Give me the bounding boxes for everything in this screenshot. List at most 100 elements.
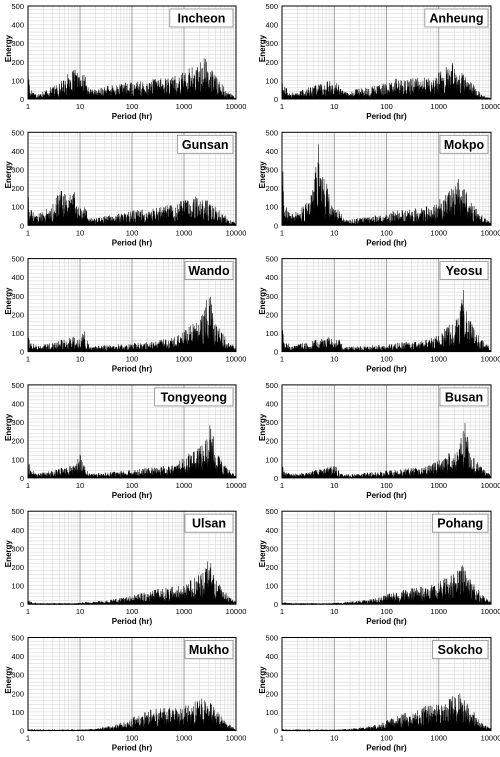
- panel-wando: 0 100 200 300 400 500 1 10 100 1000 10000 Period (h…: [4, 255, 246, 374]
- x-tick-label: 10: [330, 481, 338, 490]
- x-tick-label: 1: [280, 102, 284, 111]
- y-tick-label: 200: [11, 689, 24, 698]
- y-tick-label: 0: [20, 600, 24, 609]
- x-axis-title: Period (hr): [366, 617, 407, 626]
- y-tick-label: 0: [274, 474, 278, 483]
- y-tick-label: 400: [11, 652, 24, 661]
- plot-frame: [281, 131, 492, 226]
- y-tick-label: 400: [11, 147, 24, 156]
- x-tick-label: 10: [76, 481, 84, 490]
- x-tick-label: 1: [26, 607, 30, 616]
- station-title: Tongyeong: [161, 390, 227, 404]
- y-tick-label: 300: [11, 671, 24, 680]
- x-tick-label: 10: [330, 355, 338, 364]
- y-tick-label: 0: [20, 474, 24, 483]
- station-title: Pohang: [437, 517, 483, 531]
- y-axis-title: Energy: [258, 34, 267, 62]
- station-title-box: [424, 8, 489, 28]
- station-title: Mukho: [189, 643, 230, 657]
- panel-tongyeong: 0 100 200 300 400 500 1 10 100 1000 10000 Period (h…: [4, 381, 246, 500]
- x-tick-label: 100: [380, 228, 393, 237]
- y-tick-label: 500: [11, 128, 24, 137]
- y-tick-label: 100: [265, 329, 278, 338]
- panel-mukho: 0 100 200 300 400 500 1 10 100 1000 10000 Period (h…: [4, 634, 246, 753]
- y-axis-title: Energy: [4, 34, 13, 62]
- y-tick-label: 100: [11, 76, 24, 85]
- y-tick-label: 300: [265, 39, 278, 48]
- y-tick-label: 500: [11, 255, 24, 264]
- y-tick-label: 200: [11, 58, 24, 67]
- y-tick-label: 500: [265, 381, 278, 390]
- x-tick-label: 1: [26, 228, 30, 237]
- x-tick-label: 10000: [481, 102, 500, 111]
- panel-sokcho: 0 100 200 300 400 500 1 10 100 1000 10000 Period (h…: [258, 634, 500, 753]
- x-tick-label: 10: [330, 228, 338, 237]
- station-title-box: [184, 640, 234, 659]
- y-tick-label: 300: [11, 39, 24, 48]
- x-tick-label: 100: [380, 607, 393, 616]
- plot-frame: [27, 637, 237, 731]
- x-tick-label: 1000: [176, 481, 193, 490]
- station-title-box: [431, 513, 489, 533]
- x-tick-label: 10000: [226, 734, 247, 743]
- x-tick-label: 1000: [430, 481, 447, 490]
- y-tick-label: 100: [11, 203, 24, 212]
- y-axis-title: Energy: [258, 287, 267, 315]
- x-tick-label: 10000: [481, 228, 500, 237]
- x-tick-label: 10: [76, 607, 84, 616]
- station-title-box: [184, 261, 234, 281]
- y-tick-label: 200: [11, 184, 24, 193]
- x-tick-label: 1000: [430, 734, 447, 743]
- station-title-box: [439, 387, 489, 407]
- station-title-box: [176, 134, 234, 154]
- y-tick-label: 0: [274, 95, 278, 104]
- x-tick-label: 10000: [481, 734, 500, 743]
- x-tick-label: 10000: [226, 228, 247, 237]
- x-tick-label: 1: [280, 607, 284, 616]
- y-tick-label: 0: [20, 727, 24, 736]
- x-axis-title: Period (hr): [366, 365, 407, 374]
- y-axis-title: Energy: [258, 161, 267, 189]
- y-tick-label: 100: [265, 203, 278, 212]
- y-tick-label: 0: [274, 727, 278, 736]
- y-tick-label: 500: [265, 507, 278, 516]
- plot-frame: [27, 5, 237, 100]
- y-tick-label: 200: [11, 563, 24, 572]
- x-tick-label: 100: [380, 102, 393, 111]
- x-tick-label: 10000: [226, 481, 247, 490]
- y-tick-label: 0: [20, 95, 24, 104]
- panel-pohang: 0 100 200 300 400 500 1 10 100 1000 10000 Period (h…: [258, 507, 500, 626]
- x-tick-label: 100: [126, 102, 139, 111]
- x-tick-label: 1000: [430, 228, 447, 237]
- y-axis-title: Energy: [4, 413, 13, 441]
- plot-frame: [27, 384, 237, 479]
- x-tick-label: 1: [280, 355, 284, 364]
- x-tick-label: 1000: [430, 607, 447, 616]
- x-tick-label: 10: [330, 607, 338, 616]
- y-axis-title: Energy: [4, 540, 13, 568]
- x-tick-label: 1000: [430, 355, 447, 364]
- x-tick-label: 10: [76, 355, 84, 364]
- y-tick-label: 0: [20, 221, 24, 230]
- y-tick-label: 200: [265, 437, 278, 446]
- y-tick-label: 400: [265, 652, 278, 661]
- x-tick-label: 10000: [481, 607, 500, 616]
- station-title: Wando: [188, 264, 230, 278]
- station-title-box: [431, 640, 489, 659]
- y-axis-title: Energy: [258, 540, 267, 568]
- y-axis-title: Energy: [4, 161, 13, 189]
- y-tick-label: 300: [265, 544, 278, 553]
- x-tick-label: 10: [330, 734, 338, 743]
- x-axis-title: Period (hr): [112, 238, 153, 247]
- y-tick-label: 400: [11, 21, 24, 30]
- y-tick-label: 300: [11, 544, 24, 553]
- y-tick-label: 300: [265, 418, 278, 427]
- y-tick-label: 500: [265, 128, 278, 137]
- x-tick-label: 100: [380, 355, 393, 364]
- station-title-box: [154, 387, 234, 407]
- y-axis-title: Energy: [258, 666, 267, 694]
- y-tick-label: 200: [265, 184, 278, 193]
- y-tick-label: 500: [265, 255, 278, 264]
- y-axis-title: Energy: [4, 666, 13, 694]
- spectrum-trace: [27, 191, 237, 226]
